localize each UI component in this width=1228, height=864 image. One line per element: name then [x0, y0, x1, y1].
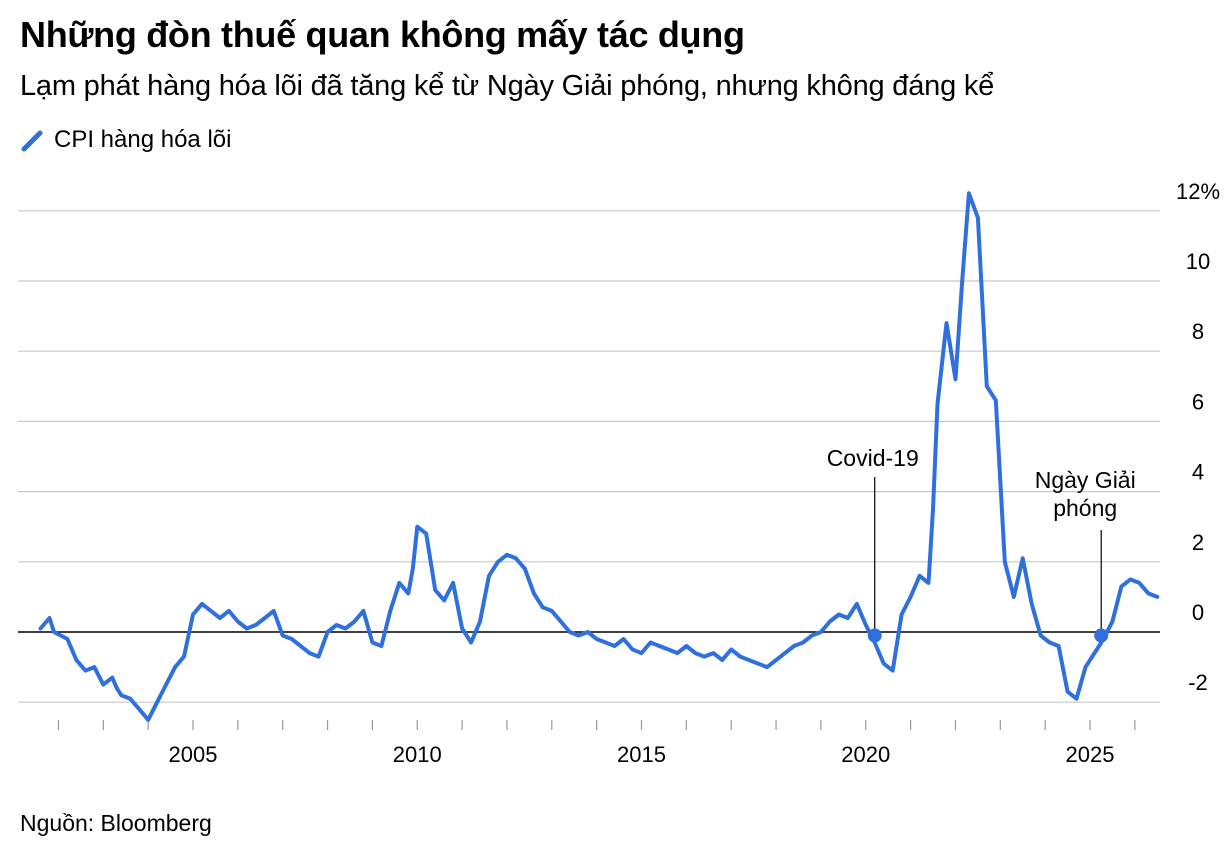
legend-label: CPI hàng hóa lõi	[54, 126, 232, 153]
annotation-label: Ngày Giải	[1035, 467, 1136, 493]
source-note: Nguồn: Bloomberg	[20, 810, 212, 836]
y-tick-label: 10	[1186, 249, 1210, 274]
annotation-label: phóng	[1053, 495, 1117, 521]
event-marker-dot	[867, 628, 882, 643]
y-tick-label: -2	[1188, 670, 1208, 695]
x-tick-label: 2005	[169, 742, 218, 767]
y-tick-label: 8	[1192, 319, 1204, 344]
x-tick-label: 2015	[617, 742, 666, 767]
series-group	[38, 191, 1160, 722]
y-axis-labels: -2 0 2 4 6 8 10 12%	[1176, 179, 1220, 695]
event-marker-dot	[1094, 628, 1109, 643]
y-tick-label: 2	[1192, 530, 1204, 555]
y-tick-label: 4	[1192, 460, 1204, 485]
x-tick-label: 2020	[841, 742, 890, 767]
x-axis: 2005 2010 2015 2020 2025	[57, 720, 1136, 767]
chart-title: Những đòn thuế quan không mấy tác dụng	[20, 14, 745, 55]
legend: CPI hàng hóa lõi	[20, 126, 231, 154]
x-tick-label: 2025	[1066, 742, 1115, 767]
y-tick-label: 0	[1192, 600, 1204, 625]
y-tick-label: 12%	[1176, 179, 1220, 204]
chart-subtitle: Lạm phát hàng hóa lõi đã tăng kể từ Ngày…	[20, 70, 995, 102]
series-line-cpi	[38, 191, 1160, 722]
grid-lines	[18, 210, 1160, 703]
legend-line-icon	[21, 130, 43, 152]
y-tick-label: 6	[1192, 389, 1204, 414]
annotation-label: Covid-19	[827, 445, 919, 471]
x-tick-label: 2010	[393, 742, 442, 767]
